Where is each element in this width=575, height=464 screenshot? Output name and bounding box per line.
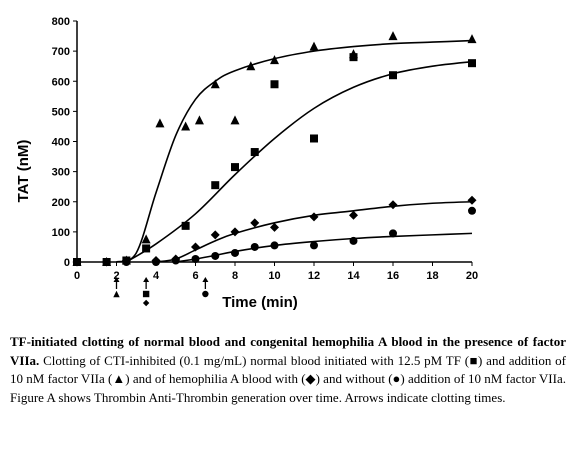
x-tick-label: 18: [426, 270, 438, 282]
fit-curve-triangle: [116, 39, 473, 263]
clot-arrow-head: [113, 277, 120, 282]
data-point-circle: [250, 242, 259, 251]
data-point-triangle: [181, 121, 191, 131]
y-tick-label: 300: [52, 167, 70, 179]
clot-arrow-marker-triangle: [113, 290, 120, 298]
data-point-triangle: [155, 118, 165, 128]
x-tick-label: 6: [192, 270, 198, 282]
data-point-square: [389, 71, 397, 80]
data-point-square: [349, 53, 358, 62]
y-tick-label: 100: [52, 227, 70, 239]
x-tick-label: 8: [232, 270, 238, 282]
data-point-diamond: [467, 195, 477, 205]
data-point-circle: [270, 241, 279, 250]
data-point-diamond: [230, 227, 240, 237]
data-point-circle: [349, 236, 358, 245]
data-point-diamond: [309, 212, 319, 222]
fit-curve-circle: [175, 232, 473, 263]
x-tick-label: 4: [153, 270, 160, 282]
clot-time-arrows: [113, 277, 209, 307]
data-point-diamond: [191, 242, 200, 252]
figure-caption: TF-initiated clotting of normal blood an…: [10, 333, 566, 407]
fit-curve-diamond: [155, 200, 473, 263]
data-point-diamond: [388, 200, 398, 210]
caption-body: Clotting of CTI-inhibited (0.1 mg/mL) no…: [10, 352, 566, 405]
data-point-triangle: [388, 31, 398, 41]
data-point-square: [211, 181, 220, 190]
data-point-diamond: [270, 222, 279, 232]
x-tick-label: 12: [308, 270, 320, 282]
data-point-square: [250, 148, 259, 157]
clot-arrow-head: [202, 277, 209, 282]
clot-arrow-marker-diamond: [142, 299, 150, 307]
data-point-circle: [468, 206, 476, 215]
clot-arrow-marker-square: [142, 290, 150, 298]
data-point-triangle: [467, 34, 477, 44]
x-tick-label: 0: [74, 270, 80, 282]
data-point-triangle: [309, 41, 319, 51]
data-point-square: [270, 80, 279, 89]
y-tick-label: 700: [52, 46, 70, 58]
tat-chart: 0 100 200 300 400 500 600 700 800 0 2 4 6 8 10 12 14 16 18…: [15, 16, 478, 311]
data-point-square: [142, 244, 151, 253]
data-point-triangle: [270, 55, 279, 65]
fit-curves: [116, 39, 473, 263]
data-point-circle: [231, 248, 239, 257]
data-point-circle: [211, 251, 220, 260]
y-tick-label: 0: [64, 257, 70, 269]
x-tick-label: 2: [113, 270, 119, 282]
x-tick-label: 10: [268, 270, 280, 282]
x-axis-title: Time (min): [222, 294, 298, 311]
data-point-circle: [310, 241, 318, 250]
data-point-triangle: [210, 79, 220, 89]
fit-curve-square: [125, 60, 473, 263]
data-point-triangle: [230, 115, 240, 125]
clot-arrow-marker-circle: [202, 290, 209, 298]
data-point-diamond: [210, 230, 220, 240]
y-tick-label: 200: [52, 197, 70, 209]
data-point-diamond: [250, 218, 260, 228]
caption-title: TF-initiated clotting of normal blood an…: [10, 334, 566, 368]
data-point-triangle: [141, 234, 151, 244]
ticks: 0 100 200 300 400 500 600 700 800 0 2 4 6 8 10 12 14 16 18…: [52, 16, 478, 282]
x-tick-label: 20: [466, 270, 478, 282]
data-point-square: [468, 59, 476, 68]
data-point-circle: [171, 256, 180, 265]
y-tick-label: 500: [52, 106, 70, 118]
x-tick-label: 16: [387, 270, 399, 282]
data-point-triangle: [246, 61, 256, 71]
data-point-square: [310, 134, 318, 143]
y-tick-label: 600: [52, 76, 70, 88]
data-point-square: [231, 163, 239, 172]
data-point-diamond: [349, 210, 358, 220]
data-point-circle: [191, 254, 200, 263]
x-tick-label: 14: [347, 270, 360, 282]
data-points: [72, 31, 477, 267]
clot-arrow-head: [143, 277, 150, 282]
y-tick-label: 800: [52, 16, 70, 28]
data-point-triangle: [194, 115, 204, 125]
data-point-circle: [389, 229, 397, 238]
data-point-square: [181, 221, 190, 230]
y-tick-label: 400: [52, 137, 70, 149]
y-axis-title: TAT (nM): [15, 140, 32, 203]
